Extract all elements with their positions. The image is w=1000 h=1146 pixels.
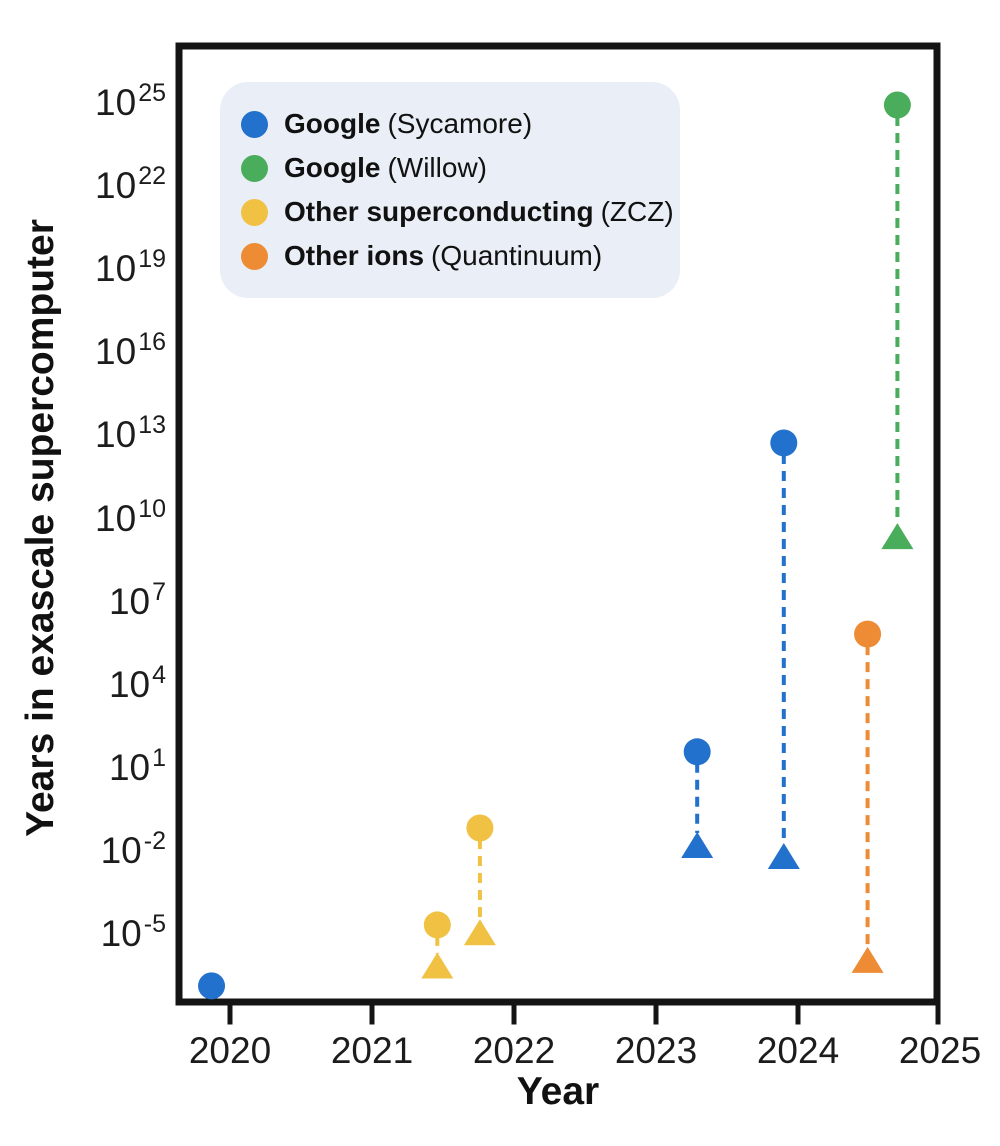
legend-item-google-willow: Google (Willow) [220,146,680,190]
y-axis-tick-label: 1019 [30,245,166,293]
y-tick-exponent: 22 [138,162,166,191]
data-point-triangle-other-superconducting-zcz [421,952,454,979]
legend-detail-other-ions: (Quantinuum) [431,240,603,271]
data-point-triangle-google-sycamore [767,843,800,870]
y-tick-base: 10 [100,829,142,871]
legend-detail-other-superconducting: (ZCZ) [600,196,674,227]
x-axis-tick-label: 2021 [330,1030,414,1071]
y-tick-exponent: 13 [138,411,166,440]
legend-label-google-sycamore: Google [284,108,381,139]
legend-label-other-superconducting: Other superconducting [284,196,594,227]
data-point-circle-other-superconducting-zcz [423,911,451,939]
legend-label-other-ions: Other ions [284,240,425,271]
y-tick-exponent: -5 [143,910,166,938]
y-tick-exponent: 16 [138,328,166,357]
data-point-circle-google-sycamore [683,738,711,766]
y-tick-exponent: 7 [152,577,166,606]
y-tick-base: 10 [95,82,137,123]
x-axis-tick-label: 2023 [614,1030,698,1071]
y-axis-tick-label: 1010 [30,495,166,543]
y-axis-tick-label: 104 [30,661,166,709]
data-point-circle-other-ions-quantinuum [854,620,882,648]
y-axis-tick-label: 1016 [30,328,166,376]
data-point-circle-google-willow [883,91,911,119]
legend-marker-google-willow-icon [241,154,268,182]
y-axis-tick-label: 1013 [30,411,166,459]
y-tick-exponent: 4 [152,660,166,689]
y-tick-base: 10 [95,248,137,290]
y-tick-base: 10 [95,497,137,539]
legend-marker-google-sycamore-icon [241,110,268,138]
y-axis-title: Years in exascale supercomputer [19,219,62,837]
x-axis-title: Year [516,1070,600,1113]
y-tick-exponent: 19 [138,245,166,274]
y-tick-exponent: 10 [138,494,166,523]
data-point-triangle-other-superconducting-zcz [463,919,496,946]
y-axis-tick-label: 1025 [30,79,166,127]
legend: Google (Sycamore) Google (Willow) Other su… [220,82,680,298]
y-tick-exponent: -2 [143,826,166,855]
legend-detail-google-sycamore: (Sycamore) [387,108,533,139]
y-tick-base: 10 [95,165,137,207]
data-point-circle-google-sycamore [770,429,798,457]
legend-item-other-superconducting: Other superconducting (ZCZ) [220,190,680,234]
data-point-circle-google-sycamore [198,972,226,1000]
x-axis-tick-label: 2020 [188,1030,272,1071]
y-axis-tick-label: 107 [30,578,166,626]
data-point-triangle-other-ions-quantinuum [851,946,884,973]
legend-item-google-sycamore: Google (Sycamore) [220,102,680,146]
y-axis-tick-label: 101 [30,744,166,792]
data-point-triangle-google-willow [881,523,914,550]
y-tick-base: 10 [100,913,142,954]
data-point-circle-other-superconducting-zcz [466,814,494,842]
y-tick-base: 10 [108,580,151,622]
y-tick-base: 10 [108,663,151,705]
legend-marker-other-superconducting-icon [241,198,268,226]
y-tick-base: 10 [108,746,151,788]
x-axis-tick-label: 2025 [898,1030,982,1071]
legend-marker-other-ions-icon [241,242,268,270]
legend-detail-google-willow: (Willow) [387,152,487,183]
y-axis-tick-label: 10-2 [30,827,166,875]
legend-label-google-willow: Google [284,152,381,183]
y-tick-exponent: 25 [138,79,166,107]
y-tick-exponent: 1 [152,743,166,772]
data-point-triangle-google-sycamore [681,831,714,858]
y-tick-base: 10 [95,331,137,373]
y-tick-base: 10 [95,414,137,456]
legend-item-other-ions: Other ions (Quantinuum) [220,234,680,278]
y-axis-tick-label: 1022 [30,162,166,210]
plot-frame [175,42,941,1006]
x-axis-tick-label: 2022 [472,1030,556,1071]
y-axis-tick-label: 10-5 [30,910,166,958]
x-axis-tick-label: 2024 [756,1030,840,1071]
